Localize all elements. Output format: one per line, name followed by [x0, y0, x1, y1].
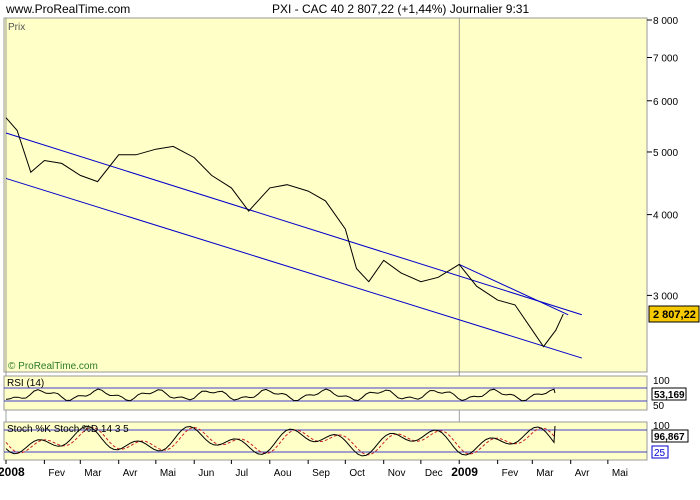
time-axis: 2008 Fev Mar Avr Mai Jun Jul Aou Sep Oct Nov Dec 200…	[0, 460, 628, 479]
rsi-value-box	[651, 387, 687, 401]
price-panel	[3, 17, 648, 373]
rsi-label: RSI (14)	[7, 378, 44, 389]
time-tick-label: Fev	[502, 468, 519, 479]
price-tick-label: 5 000	[653, 148, 678, 159]
stoch-low-box	[651, 445, 669, 459]
channel-line	[459, 263, 569, 316]
rsi-line	[5, 388, 556, 402]
chart-header: www.ProRealTime.com PXI - CAC 40 2 807,2…	[0, 0, 700, 18]
last-price-label: 2 807,22	[653, 309, 696, 321]
time-tick-label: 2008	[0, 465, 25, 479]
site-url[interactable]: www.ProRealTime.com	[6, 2, 131, 16]
price-tick-label: 4 000	[653, 211, 678, 222]
time-tick-label: Mai	[160, 468, 176, 479]
rsi-value-label: 53,169	[654, 390, 685, 401]
channel-line	[5, 177, 582, 359]
time-tick-label: Fev	[48, 468, 65, 479]
time-tick-label: Oct	[349, 468, 365, 479]
price-panel-label: Prix	[8, 22, 25, 33]
channel-line	[5, 132, 582, 316]
time-tick-label: Avr	[123, 468, 138, 479]
stoch-d-line	[5, 426, 556, 456]
time-tick-label: Mar	[536, 468, 554, 479]
stoch-value-box	[651, 429, 689, 443]
stoch-k-line	[5, 425, 556, 457]
time-tick-label: 2009	[451, 465, 478, 479]
rsi-top-label: 100	[653, 376, 670, 387]
stoch-label: Stoch %K Stoch %D 14 3 5	[7, 424, 129, 435]
time-tick-label: Jun	[198, 468, 214, 479]
quote-line: PXI - CAC 40 2 807,22 (+1,44%) Journalie…	[272, 2, 530, 16]
time-tick-label: Mai	[612, 468, 628, 479]
watermark: © ProRealTime.com	[8, 361, 98, 372]
time-tick-label: Avr	[575, 468, 590, 479]
time-tick-label: Sep	[312, 468, 330, 479]
time-tick-label: Nov	[388, 468, 406, 479]
price-tick-label: 8 000	[653, 16, 678, 27]
time-tick-label: Mar	[84, 468, 102, 479]
stoch-low-label: 25	[654, 448, 666, 459]
price-tick-label: 6 000	[653, 97, 678, 108]
price-tick-label: 3 000	[653, 291, 678, 302]
price-axis: 8 000 7 000 6 000 5 000 4 000 3 000	[647, 16, 678, 302]
rsi-panel	[3, 375, 648, 411]
price-tick-label: 7 000	[653, 53, 678, 64]
stoch-top-label: 100	[653, 421, 670, 432]
rsi-mid-label: 50	[653, 401, 665, 412]
last-price-box	[648, 305, 700, 323]
stoch-value-label: 96,867	[654, 432, 685, 443]
time-tick-label: Jul	[235, 468, 248, 479]
time-tick-label: Dec	[425, 468, 443, 479]
time-tick-label: Aou	[274, 468, 292, 479]
trend-channel	[5, 132, 582, 359]
price-series-line	[5, 117, 564, 348]
